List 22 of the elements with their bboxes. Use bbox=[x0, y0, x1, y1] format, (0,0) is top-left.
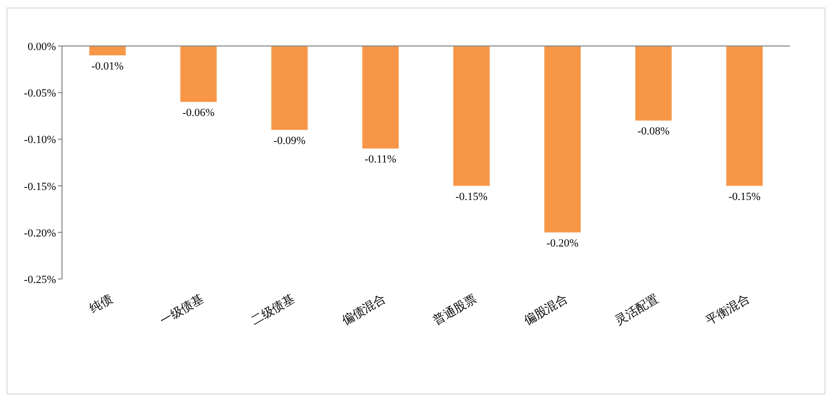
data-label: -0.20% bbox=[546, 237, 579, 250]
x-tick-label: 平衡混合 bbox=[703, 291, 752, 328]
y-tick-label: -0.15% bbox=[24, 180, 56, 193]
y-tick-label: -0.05% bbox=[24, 88, 56, 100]
data-label: -0.06% bbox=[182, 106, 215, 119]
x-tick-label: 偏债混合 bbox=[339, 291, 388, 328]
x-tick-label: 二级债基 bbox=[248, 291, 297, 328]
y-tick-label: -0.10% bbox=[24, 134, 56, 146]
x-tick-label: 普通股票 bbox=[430, 291, 479, 328]
data-label: -0.15% bbox=[455, 190, 488, 203]
data-label: -0.15% bbox=[728, 190, 761, 203]
x-tick-label: 一级债基 bbox=[157, 291, 206, 328]
data-label: -0.09% bbox=[273, 134, 306, 147]
data-label: -0.01% bbox=[91, 60, 124, 72]
x-tick-label: 偏股混合 bbox=[521, 291, 570, 328]
x-tick-label: 纯债 bbox=[87, 291, 115, 316]
x-tick-label: 灵活配置 bbox=[612, 291, 661, 328]
data-label: -0.11% bbox=[364, 154, 396, 166]
data-label: -0.08% bbox=[637, 126, 670, 138]
y-tick-label: -0.25% bbox=[24, 274, 56, 286]
y-tick-label: 0.00% bbox=[28, 41, 56, 53]
y-tick-label: -0.20% bbox=[24, 227, 56, 240]
